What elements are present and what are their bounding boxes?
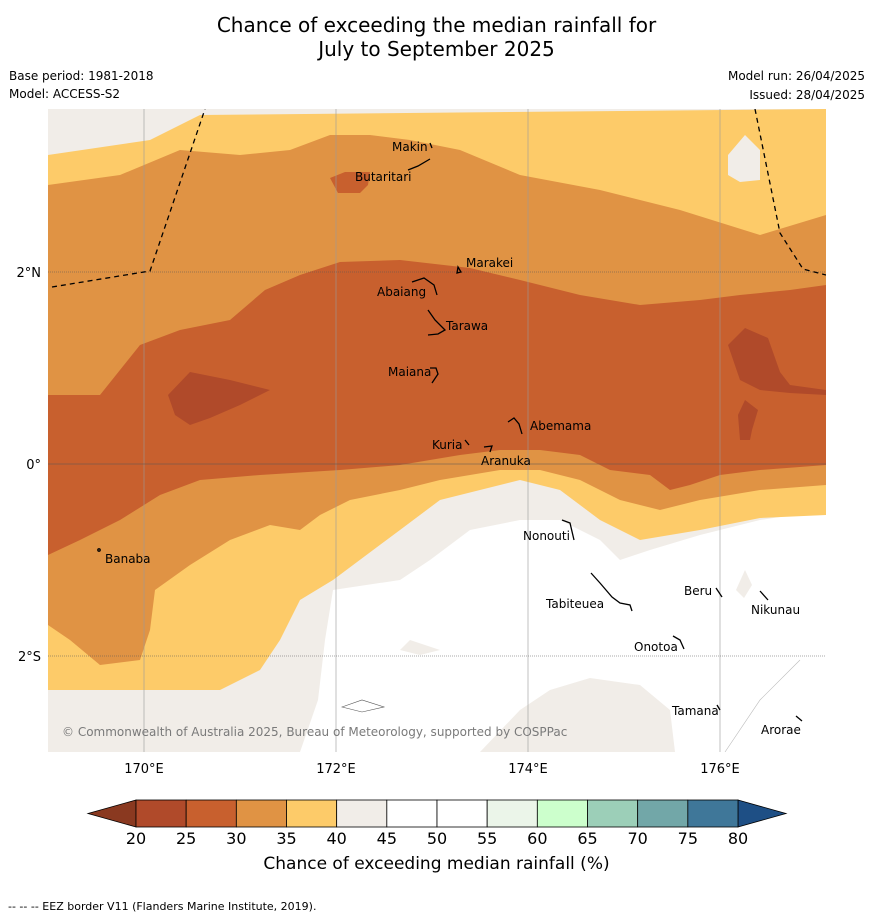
butaritari-island-icon xyxy=(407,158,431,171)
band-25-30-butaritari xyxy=(330,172,370,193)
band-45-55-south xyxy=(333,510,826,752)
colorbar-tick-label: 80 xyxy=(728,829,748,848)
band-20-25-west xyxy=(168,372,270,425)
colorbar-under-arrow xyxy=(86,799,137,828)
colorbar-segment xyxy=(336,799,388,828)
colorbar-tick-label: 70 xyxy=(627,829,647,848)
colorbar-segment xyxy=(637,799,689,828)
abemama-island-icon xyxy=(507,417,523,435)
makin-island-icon xyxy=(429,142,433,149)
place-label-marakei: Marakei xyxy=(466,256,513,270)
place-label-butaritari: Butaritari xyxy=(355,170,412,184)
issued-date: Issued: 28/04/2025 xyxy=(749,88,865,102)
colorbar-segment xyxy=(436,799,488,828)
base-period: Base period: 1981-2018 xyxy=(9,69,154,83)
colorbar-segment xyxy=(386,799,438,828)
marakei-island-icon xyxy=(456,265,463,274)
band-20-25-east xyxy=(728,328,826,395)
place-label-nikunau: Nikunau xyxy=(751,603,800,617)
eez-border-footnote: -- -- -- EEZ border V11 (Flanders Marine… xyxy=(8,900,317,913)
place-label-beru: Beru xyxy=(684,584,712,598)
colorbar-tick-label: 40 xyxy=(326,829,346,848)
colorbar-tick-label: 75 xyxy=(678,829,698,848)
colorbar-tick-label: 60 xyxy=(527,829,547,848)
place-label-aranuka: Aranuka xyxy=(481,454,531,468)
maiana-island-icon xyxy=(430,367,439,384)
eez-border-south-faint xyxy=(724,659,801,752)
lat-tick-equator: 0° xyxy=(26,458,41,473)
beru-island-icon xyxy=(715,587,723,598)
lon-tick-176e: 176°E xyxy=(700,762,740,777)
place-label-tabiteuea: Tabiteuea xyxy=(545,597,604,611)
model-run-date: Model run: 26/04/2025 xyxy=(727,69,865,83)
band-45-55-southwest xyxy=(300,590,333,752)
map-title-line1: Chance of exceeding the median rainfall … xyxy=(216,13,657,37)
place-label-arorae: Arorae xyxy=(761,723,801,737)
eez-border-east xyxy=(754,109,826,276)
aranuka-island-icon xyxy=(483,445,493,453)
colorbar-tick-label: 55 xyxy=(477,829,497,848)
band-40-45-northeast xyxy=(728,135,760,182)
colorbar-tick-label: 30 xyxy=(226,829,246,848)
place-label-banaba: Banaba xyxy=(105,552,151,566)
colorbar-tick-label: 20 xyxy=(126,829,146,848)
place-label-abemama: Abemama xyxy=(530,419,591,433)
colorbar-tick-label: 45 xyxy=(377,829,397,848)
reef-outline xyxy=(340,699,386,713)
colorbar-segment xyxy=(687,799,739,828)
onotoa-island-icon xyxy=(672,635,685,650)
colorbar-segment xyxy=(135,799,187,828)
place-label-tamana: Tamana xyxy=(671,704,719,718)
colorbar-segment xyxy=(235,799,287,828)
map-title-line2: July to September 2025 xyxy=(318,37,555,61)
band-20-25-east-small xyxy=(738,400,758,440)
place-label-makin: Makin xyxy=(392,140,428,154)
colorbar-segment xyxy=(536,799,588,828)
arorae-island-icon xyxy=(795,715,803,722)
band-40-45-southwest xyxy=(48,690,150,752)
place-label-onotoa: Onotoa xyxy=(634,640,678,654)
lat-tick-2n: 2°N xyxy=(17,266,42,281)
grey-fleck xyxy=(400,640,440,655)
copyright-notice: © Commonwealth of Australia 2025, Bureau… xyxy=(62,725,567,739)
place-label-tarawa: Tarawa xyxy=(445,319,488,333)
colorbar-tick-label: 25 xyxy=(176,829,196,848)
lon-tick-174e: 174°E xyxy=(508,762,548,777)
band-25-30 xyxy=(48,260,826,555)
rainfall-map: Makin Butaritari Marakei Abaiang Tarawa … xyxy=(48,109,826,752)
tarawa-island-icon xyxy=(427,309,447,336)
nikunau-island-icon xyxy=(759,590,769,601)
nonouti-island-icon xyxy=(561,519,575,541)
model-name: Model: ACCESS-S2 xyxy=(9,87,121,101)
colorbar-over-arrow xyxy=(737,799,788,828)
place-label-nonouti: Nonouti xyxy=(523,529,570,543)
lon-tick-170e: 170°E xyxy=(124,762,164,777)
lon-tick-172e: 172°E xyxy=(316,762,356,777)
atoll-outlines xyxy=(97,142,803,722)
colorbar-tick-label: 65 xyxy=(577,829,597,848)
lat-tick-2s: 2°S xyxy=(18,650,41,665)
tabiteuea-island-icon xyxy=(590,572,633,612)
colorbar-tick-label: 35 xyxy=(276,829,296,848)
colorbar-segment xyxy=(587,799,639,828)
colorbar: 20 25 30 35 40 45 50 55 60 65 70 75 80 xyxy=(86,799,788,848)
abaiang-island-icon xyxy=(411,277,438,296)
tamana-island-icon xyxy=(716,704,721,711)
place-label-kuria: Kuria xyxy=(432,438,463,452)
banaba-island-icon xyxy=(97,548,101,552)
band-40-45-beru xyxy=(736,570,752,598)
colorbar-title: Chance of exceeding median rainfall (%) xyxy=(263,854,610,874)
eez-border-west xyxy=(51,109,206,288)
colorbar-segment xyxy=(486,799,538,828)
colorbar-tick-label: 50 xyxy=(427,829,447,848)
place-label-abaiang: Abaiang xyxy=(377,285,426,299)
colorbar-segment xyxy=(185,799,237,828)
place-label-maiana: Maiana xyxy=(388,365,431,379)
colorbar-segment xyxy=(286,799,338,828)
kuria-island-icon xyxy=(464,439,470,446)
